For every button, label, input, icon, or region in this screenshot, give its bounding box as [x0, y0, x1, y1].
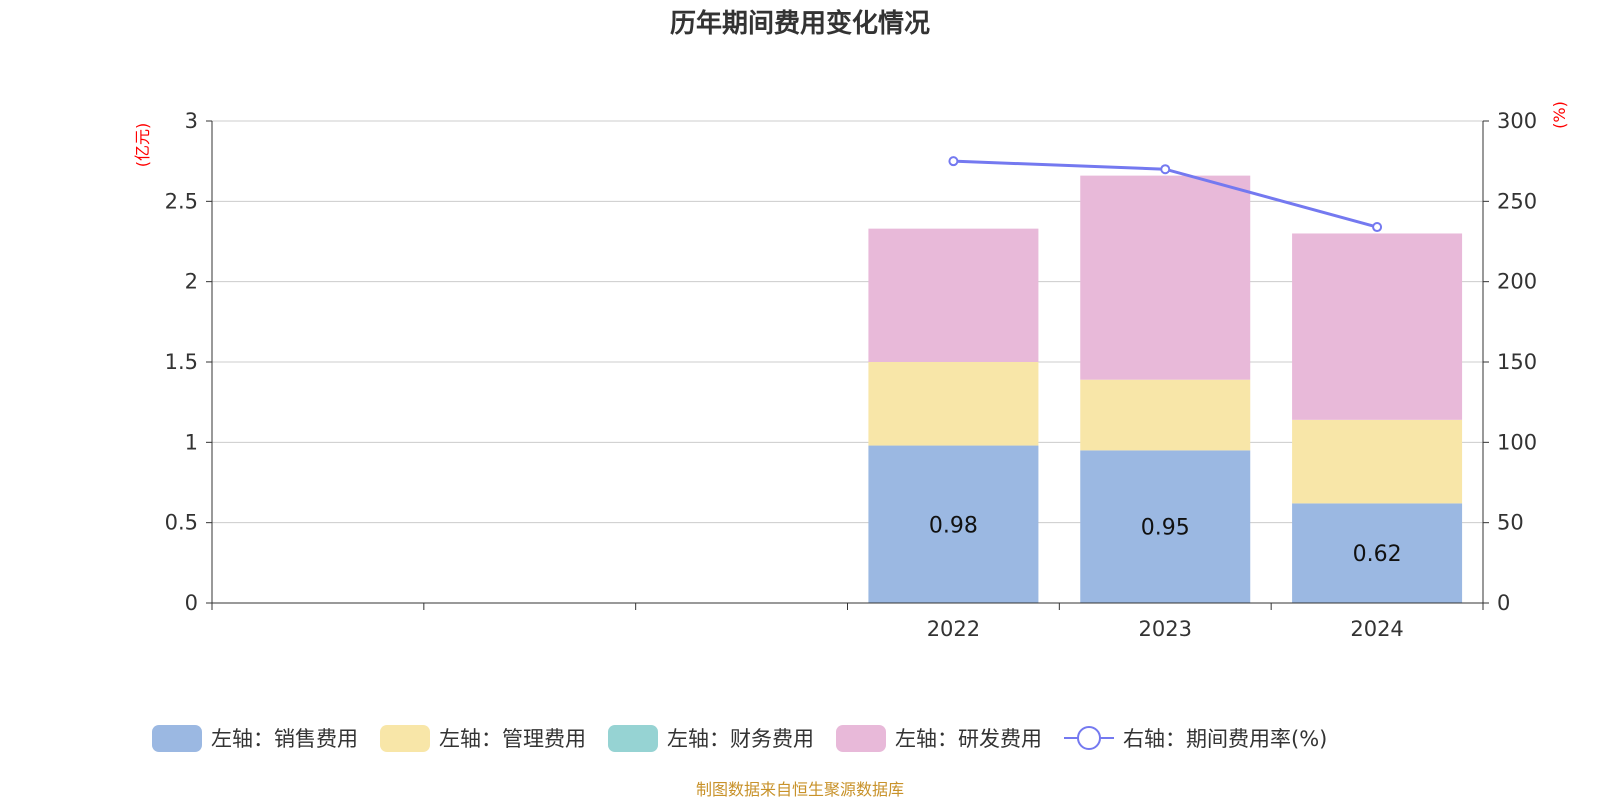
legend-swatch: [380, 725, 430, 752]
data-label: 0.98: [929, 513, 978, 538]
bar-segment: [868, 228, 1039, 362]
data-label: 0.62: [1353, 542, 1402, 567]
gridlines: [212, 120, 1483, 524]
chart-title: 历年期间费用变化情况: [670, 8, 930, 39]
bar-segment: [1080, 175, 1251, 380]
legend-label: 左轴：财务费用: [667, 727, 814, 751]
rate-line: [948, 156, 1383, 233]
axes: 0 0.5 1 1.5 2 2.5 3 0 50 100 150 200 250 300 2022 2023 2…: [165, 109, 1538, 641]
right-axis-unit: (%): [1550, 101, 1569, 129]
legend-swatch: [836, 725, 886, 752]
right-tick-label: 250: [1497, 189, 1537, 213]
rate-point: [948, 156, 959, 167]
bar-segment: [1292, 233, 1463, 420]
bar-segment: [868, 362, 1039, 446]
left-axis-unit: (亿元): [133, 123, 152, 168]
left-tick-label: 1: [185, 430, 198, 454]
bars: 0.98 0.95 0.62: [868, 175, 1463, 603]
legend-marker: [1077, 726, 1101, 750]
right-tick-label: 300: [1497, 109, 1537, 133]
x-tick-label: 2023: [1139, 617, 1192, 641]
left-tick-label: 1.5: [165, 350, 198, 374]
right-tick-label: 100: [1497, 430, 1537, 454]
bar-segment: [1080, 450, 1251, 603]
left-tick-label: 2: [185, 270, 198, 294]
left-tick-label: 0.5: [165, 511, 198, 535]
source-note: 制图数据来自恒生聚源数据库: [696, 780, 904, 799]
right-tick-label: 150: [1497, 350, 1537, 374]
right-tick-label: 50: [1497, 511, 1524, 535]
legend: 左轴：销售费用 左轴：管理费用 左轴：财务费用 左轴：研发费用 右轴：期间费用率(%): [152, 725, 1327, 752]
x-tick-label: 2024: [1350, 617, 1403, 641]
rate-point: [1372, 222, 1383, 233]
rate-point: [1160, 164, 1171, 175]
data-label: 0.95: [1141, 516, 1190, 541]
right-tick-label: 0: [1497, 591, 1510, 615]
right-tick-label: 200: [1497, 270, 1537, 294]
legend-swatch: [608, 725, 658, 752]
bar-segment: [1292, 419, 1463, 504]
legend-label: 左轴：销售费用: [211, 727, 358, 751]
left-tick-label: 0: [185, 591, 198, 615]
bar-segment: [1292, 503, 1463, 603]
bar-segment: [1080, 379, 1251, 451]
left-tick-label: 3: [185, 109, 198, 133]
x-tick-label: 2022: [927, 617, 980, 641]
bar-segment: [868, 445, 1039, 603]
legend-label: 左轴：管理费用: [439, 727, 586, 751]
legend-label: 左轴：研发费用: [895, 727, 1042, 751]
left-tick-label: 2.5: [165, 189, 198, 213]
legend-label: 右轴：期间费用率(%): [1123, 727, 1327, 751]
legend-swatch: [152, 725, 202, 752]
